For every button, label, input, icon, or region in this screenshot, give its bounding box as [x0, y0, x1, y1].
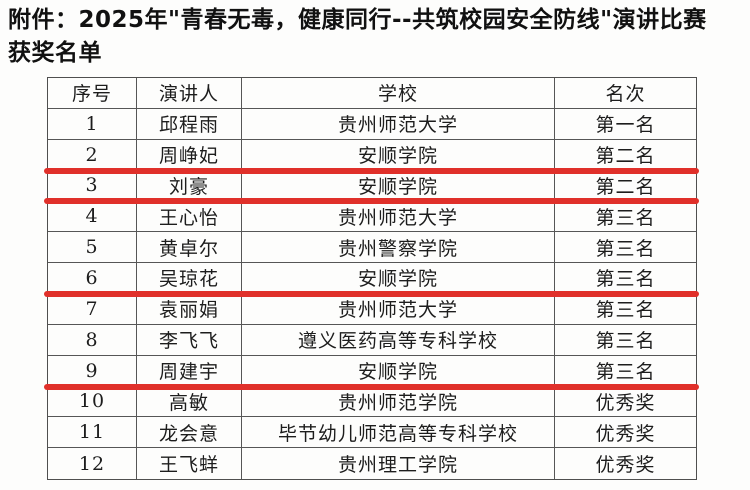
cell-speaker: 龙会意 [137, 417, 242, 449]
cell-speaker: 高敏 [137, 386, 242, 418]
cell-no: 8 [48, 324, 137, 356]
cell-speaker: 周建宇 [137, 355, 242, 387]
table-row: 8 李飞飞 遵义医药高等专科学校 第三名 [48, 324, 696, 356]
attachment-title-line2: 获奖名单 [8, 40, 102, 66]
cell-speaker: 邱程雨 [137, 108, 242, 140]
table-row: 3 刘豪 安顺学院 第二名 [48, 170, 696, 202]
cell-school: 遵义医药高等专科学校 [242, 324, 555, 356]
cell-rank: 第三名 [555, 294, 696, 325]
table-row: 6 吴琼花 安顺学院 第三名 [48, 263, 696, 294]
cell-rank: 第一名 [555, 109, 696, 140]
column-header-rank: 名次 [555, 78, 696, 109]
table-row: 9 周建宇 安顺学院 第三名 [48, 355, 696, 387]
cell-rank: 第二名 [555, 171, 696, 202]
cell-no: 7 [48, 293, 137, 325]
table-row: 11 龙会意 毕节幼儿师范高等专科学校 优秀奖 [48, 417, 696, 449]
table-row: 1 邱程雨 贵州师范大学 第一名 [48, 108, 696, 140]
cell-no: 2 [48, 139, 137, 171]
table-row: 5 黄卓尔 贵州警察学院 第三名 [48, 232, 696, 264]
cell-school: 贵州理工学院 [242, 448, 555, 479]
cell-school: 毕节幼儿师范高等专科学校 [242, 417, 555, 449]
cell-speaker: 刘豪 [137, 170, 242, 202]
cell-rank: 优秀奖 [595, 454, 656, 477]
cell-school: 贵州师范学院 [242, 386, 555, 418]
cell-speaker: 王心怡 [137, 201, 242, 233]
table-header-row: 序号 演讲人 学校 名次 [48, 78, 696, 109]
cell-school: 安顺学院 [242, 355, 555, 387]
cell-speaker: 袁丽娟 [137, 293, 242, 325]
cell-no: 1 [48, 108, 137, 140]
cell-school: 安顺学院 [242, 170, 555, 202]
cell-no: 10 [48, 386, 137, 418]
table-row: 2 周峥妃 安顺学院 第二名 [48, 139, 696, 171]
cell-no: 4 [48, 201, 137, 233]
column-header-no: 序号 [48, 78, 137, 109]
table-row: 7 袁丽娟 贵州师范大学 第三名 [48, 293, 696, 325]
attachment-title: 附件：2025年"青春无毒，健康同行--共筑校园安全防线"演讲比赛 获奖名单 [8, 4, 744, 70]
cell-no: 12 [48, 448, 137, 479]
cell-school: 安顺学院 [242, 139, 555, 171]
table-row: 4 王心怡 贵州师范大学 第三名 [48, 201, 696, 233]
cell-speaker: 王飞蛘 [137, 448, 242, 479]
awards-table: 序号 演讲人 学校 名次 1 邱程雨 贵州师范大学 第一名 2 周峥妃 安顺学院… [44, 77, 699, 480]
table-row: 12 王飞蛘 贵州理工学院 优秀奖 [48, 448, 696, 479]
cell-no: 11 [48, 417, 137, 449]
cell-speaker: 黄卓尔 [137, 232, 242, 264]
cell-rank: 优秀奖 [555, 386, 696, 418]
cell-rank: 第三名 [555, 356, 696, 387]
table-body: 1 邱程雨 贵州师范大学 第一名 2 周峥妃 安顺学院 第二名 3 刘豪 安顺学… [48, 108, 696, 479]
cell-speaker: 周峥妃 [137, 139, 242, 171]
cell-no: 6 [48, 263, 137, 294]
table-row: 10 高敏 贵州师范学院 优秀奖 [48, 386, 696, 418]
cell-rank: 第三名 [555, 263, 696, 294]
cell-rank: 第三名 [555, 325, 696, 356]
cell-rank: 第三名 [555, 201, 696, 233]
cell-no: 3 [48, 170, 137, 202]
cell-school: 安顺学院 [242, 263, 555, 294]
cell-rank: 第二名 [555, 140, 696, 171]
cell-speaker: 吴琼花 [137, 263, 242, 294]
cell-school: 贵州师范大学 [242, 201, 555, 233]
column-header-speaker: 演讲人 [137, 78, 242, 109]
cell-no: 5 [48, 232, 137, 264]
cell-no: 9 [48, 355, 137, 387]
cell-speaker: 李飞飞 [137, 324, 242, 356]
cell-school: 贵州师范大学 [242, 108, 555, 140]
column-header-school: 学校 [242, 78, 555, 109]
attachment-title-line1: 附件：2025年"青春无毒，健康同行--共筑校园安全防线"演讲比赛 [8, 7, 707, 33]
cell-school: 贵州师范大学 [242, 293, 555, 325]
cell-rank: 优秀奖 [555, 417, 696, 449]
cell-school: 贵州警察学院 [242, 232, 555, 264]
cell-rank: 第三名 [555, 232, 696, 264]
